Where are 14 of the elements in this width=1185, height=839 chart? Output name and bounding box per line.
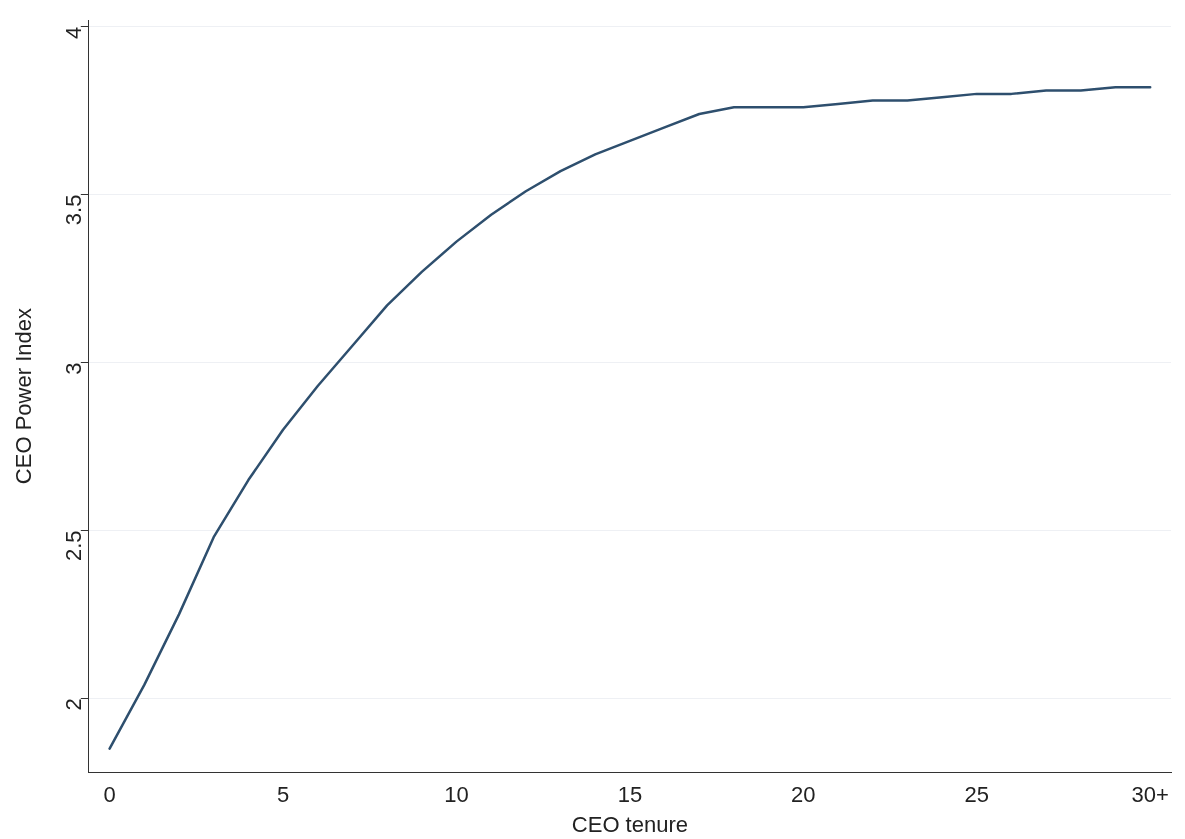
x-tick-label: 15: [617, 782, 643, 808]
x-tick-label: 20: [791, 782, 816, 808]
y-tick-label: 4: [60, 26, 86, 39]
y-tick-label: 2.5: [60, 530, 86, 562]
y-tick-label: 3.5: [60, 194, 86, 226]
x-tick-label: 0: [103, 782, 116, 808]
x-tick-label: 5: [276, 782, 290, 808]
x-tick-label: 25: [964, 782, 989, 808]
y-axis-title: CEO Power Index: [11, 308, 37, 485]
y-tick-label: 3: [60, 362, 86, 375]
x-tick-label: 30+: [1131, 782, 1169, 808]
x-axis-title: CEO tenure: [571, 811, 688, 837]
x-tick-label: 10: [444, 782, 469, 808]
y-tick-label: 2: [60, 698, 86, 711]
